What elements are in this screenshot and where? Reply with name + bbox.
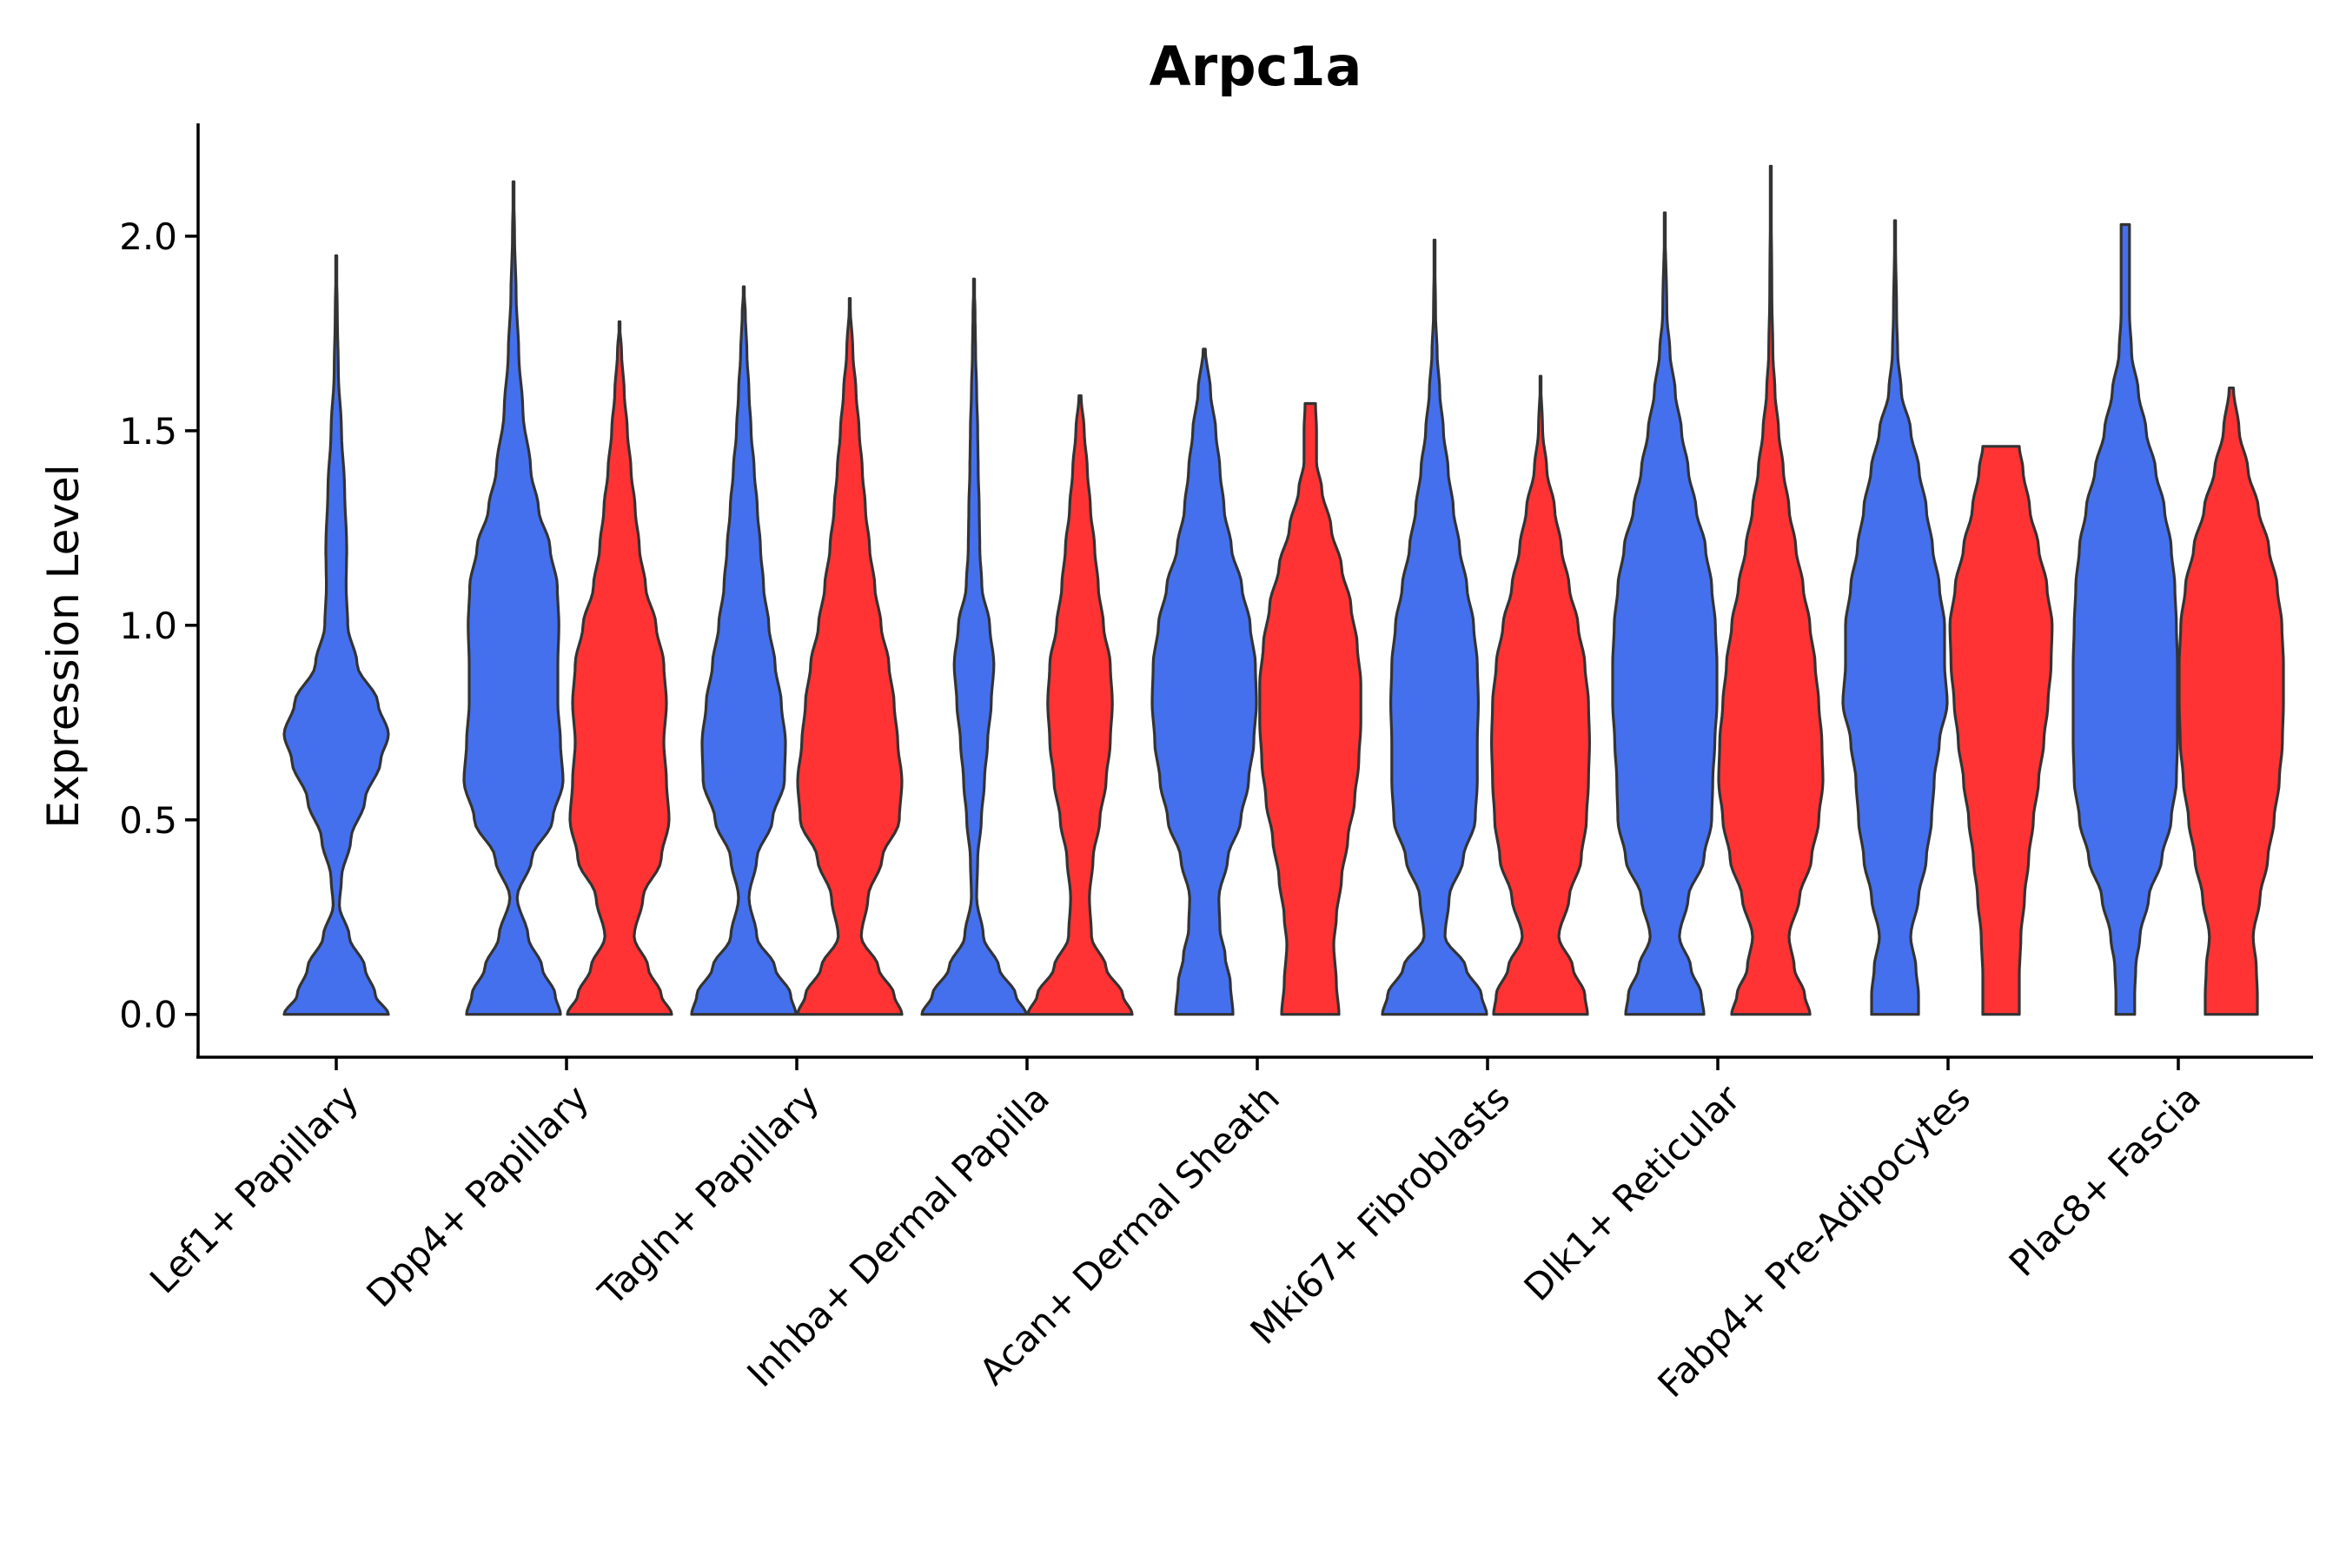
violin-mki67-fibroblasts-group-2 — [1490, 374, 1591, 1016]
violin-inhba-dermal-papilla-group-1 — [920, 277, 1028, 1016]
y-tick-label: 0.5 — [119, 799, 177, 842]
violin-acan-dermal-sheath-group-2 — [1258, 401, 1362, 1016]
x-tick-label-dpp4-papillary: Dpp4+ Papillary — [358, 1076, 597, 1315]
x-tick-label-lef1-papillary: Lef1+ Papillary — [142, 1076, 367, 1301]
axes-layer — [196, 123, 2313, 1059]
x-tick-label-mki67-fibroblasts: Mki67+ Fibroblasts — [1243, 1076, 1518, 1352]
y-tick-label: 0.0 — [119, 994, 177, 1036]
violin-inhba-dermal-papilla-group-2 — [1026, 394, 1134, 1016]
violin-dpp4-papillary-group-2 — [566, 320, 673, 1016]
violin-plac8-fascia-group-2 — [2177, 387, 2285, 1016]
violin-tagln-papillary-group-2 — [796, 297, 904, 1016]
y-tick-label: 1.5 — [119, 410, 177, 453]
violin-dlk1-reticular-group-2 — [1717, 164, 1825, 1016]
violin-tagln-papillary-group-1 — [690, 285, 798, 1016]
violin-plac8-fascia-group-1 — [2071, 222, 2179, 1016]
violin-dpp4-papillary-group-1 — [462, 180, 565, 1016]
violin-lef1-papillary-group-1 — [282, 254, 390, 1016]
violin-acan-dermal-sheath-group-1 — [1150, 347, 1258, 1016]
y-axis-label: Expression Level — [38, 464, 89, 828]
x-tick-label-dlk1-reticular: Dlk1+ Reticular — [1516, 1076, 1749, 1309]
violin-dlk1-reticular-group-1 — [1611, 211, 1719, 1016]
violin-mki67-fibroblasts-group-1 — [1381, 238, 1488, 1016]
y-tick-label: 1.0 — [119, 605, 177, 647]
y-ticks: 0.0 0.5 1.0 1.5 2.0 — [119, 215, 198, 1036]
chart-title: Arpc1a — [1150, 35, 1362, 98]
y-tick-label: 2.0 — [119, 215, 177, 258]
x-tick-label-plac8-fascia: Plac8+ Fascia — [2001, 1076, 2209, 1284]
violins-layer — [282, 164, 2285, 1016]
x-tick-label-tagln-papillary: Tagln+ Papillary — [590, 1076, 827, 1313]
violin-fabp4-pre-adipocytes-group-1 — [1841, 219, 1949, 1016]
violin-fabp4-pre-adipocytes-group-2 — [1948, 445, 2054, 1016]
